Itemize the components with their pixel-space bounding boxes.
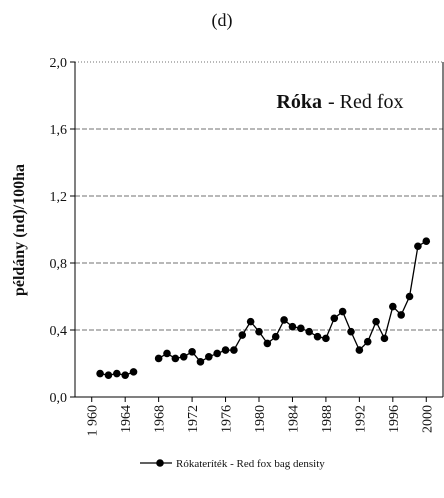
y-tick-label: 1,6 bbox=[50, 123, 68, 138]
data-point bbox=[263, 339, 272, 348]
annotation-bold: Róka bbox=[276, 91, 322, 113]
data-point bbox=[271, 332, 280, 341]
y-tick-label: 1,2 bbox=[50, 190, 68, 205]
data-point bbox=[230, 346, 238, 354]
x-tick-label: 2000 bbox=[420, 405, 435, 433]
data-point bbox=[322, 334, 330, 343]
x-tick-label: 1976 bbox=[220, 405, 235, 433]
data-point bbox=[422, 237, 431, 246]
data-point bbox=[338, 307, 347, 316]
data-point bbox=[196, 358, 205, 366]
data-point bbox=[104, 371, 113, 380]
data-point bbox=[405, 292, 414, 301]
y-axis-label: példány (nd)/100ha bbox=[11, 164, 28, 296]
data-point bbox=[255, 327, 263, 336]
data-point bbox=[347, 327, 355, 336]
legend-marker bbox=[156, 459, 164, 467]
data-point bbox=[205, 353, 213, 361]
data-point bbox=[179, 353, 188, 361]
data-point bbox=[113, 369, 121, 378]
x-tick-label: 1964 bbox=[119, 405, 134, 433]
data-point bbox=[297, 324, 305, 333]
y-tick-label: 0,8 bbox=[50, 257, 68, 272]
data-point bbox=[188, 347, 196, 356]
x-tick-label: 1972 bbox=[186, 405, 201, 433]
x-tick-label: 1988 bbox=[320, 405, 335, 433]
data-point bbox=[397, 311, 405, 319]
data-point bbox=[363, 337, 372, 346]
data-point bbox=[129, 368, 138, 376]
data-point bbox=[221, 346, 230, 354]
data-point bbox=[380, 334, 389, 343]
data-point bbox=[154, 354, 163, 363]
data-point bbox=[238, 331, 247, 339]
data-point bbox=[330, 314, 339, 323]
y-tick-label: 2,0 bbox=[50, 56, 68, 71]
data-point bbox=[414, 242, 422, 251]
data-point bbox=[121, 371, 129, 380]
x-tick-label: 1996 bbox=[387, 405, 402, 433]
x-tick-label: 1992 bbox=[353, 405, 368, 433]
data-point bbox=[171, 354, 180, 363]
data-point bbox=[163, 349, 171, 358]
data-point bbox=[305, 327, 313, 336]
data-point bbox=[355, 346, 364, 354]
x-tick-label: 1980 bbox=[253, 405, 268, 433]
legend-label: Rókateríték - Red fox bag density bbox=[176, 458, 325, 470]
data-point bbox=[96, 369, 104, 378]
data-point bbox=[288, 322, 297, 331]
annotation: - Red fox bbox=[328, 91, 404, 113]
y-tick-label: 0,4 bbox=[50, 324, 68, 339]
chart-title: (d) bbox=[212, 10, 233, 31]
x-tick-label: 1984 bbox=[286, 405, 301, 433]
data-point bbox=[313, 332, 322, 341]
y-tick-label: 0,0 bbox=[50, 391, 68, 406]
data-point bbox=[213, 349, 221, 358]
x-tick-label: 1968 bbox=[153, 405, 168, 433]
data-point bbox=[246, 317, 255, 326]
data-point bbox=[372, 317, 380, 326]
x-tick-label: 1 960 bbox=[86, 405, 101, 437]
data-line bbox=[99, 240, 427, 376]
data-point bbox=[280, 316, 288, 324]
data-point bbox=[389, 302, 397, 311]
